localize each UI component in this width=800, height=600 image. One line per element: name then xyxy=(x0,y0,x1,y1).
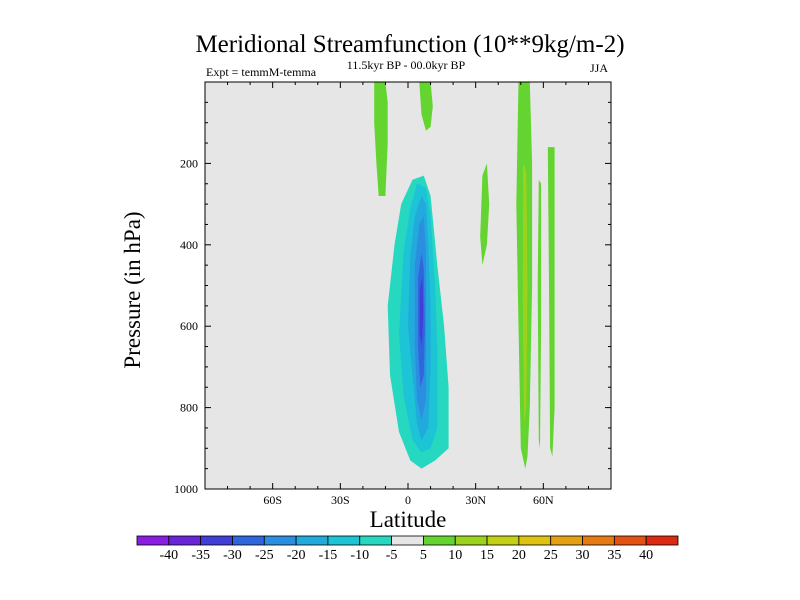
colorbar-label: 30 xyxy=(576,548,590,563)
colorbar-label: 10 xyxy=(448,548,462,563)
colorbar-label: -15 xyxy=(319,548,338,563)
region-nh-positive-strip-small-b xyxy=(419,82,433,131)
colorbar-swatch xyxy=(295,535,329,546)
colorbar-swatch xyxy=(168,535,202,546)
colorbar-label: 15 xyxy=(480,548,494,563)
region-sh-negative-thin-60S xyxy=(241,82,251,154)
colorbar-label: 35 xyxy=(607,548,621,563)
colorbar-swatch xyxy=(518,535,552,546)
colorbar-swatch xyxy=(582,535,615,546)
y-tick-label: 600 xyxy=(180,319,198,333)
colorbar-swatch xyxy=(263,535,297,546)
colorbar: -40 -35 -30 -25 -20 -15 -10 -5 5 10 15 20 25 30 35 40 xyxy=(136,535,679,563)
y-tick-label: 200 xyxy=(180,156,198,170)
colorbar-swatch xyxy=(327,535,361,546)
colorbar-swatch xyxy=(454,535,488,546)
colorbar-swatch xyxy=(136,535,170,546)
colorbar-swatch xyxy=(200,535,233,546)
colorbar-label: -30 xyxy=(223,548,242,563)
colorbar-swatch xyxy=(613,535,647,546)
y-tick-label: 800 xyxy=(180,401,198,415)
x-tick-label: 60S xyxy=(263,493,282,507)
colorbar-label: -10 xyxy=(350,548,369,563)
x-tick-label: 0 xyxy=(405,493,411,507)
colorbar-label: -40 xyxy=(159,548,178,563)
colorbar-swatch xyxy=(423,535,456,546)
colorbar-label: -20 xyxy=(287,548,306,563)
region-nh-positive-strip-55N-inner xyxy=(523,163,528,424)
colorbar-label: -25 xyxy=(255,548,274,563)
x-tick-label: 60N xyxy=(533,493,554,507)
x-axis-label: Latitude xyxy=(370,507,447,532)
y-tick-label: 1000 xyxy=(174,482,198,496)
colorbar-swatch xyxy=(486,535,520,546)
colorbar-swatch xyxy=(550,535,583,546)
region-nh-positive-strip-35N xyxy=(480,163,490,266)
region-sh-negative-blob-25S xyxy=(347,147,357,188)
y-tick-label: 400 xyxy=(180,238,198,252)
x-axis: 60S 30S 0 30N 60N xyxy=(204,82,612,507)
chart-subtitle-center: 11.5kyr BP - 00.0kyr BP xyxy=(347,58,466,72)
colorbar-swatch xyxy=(232,535,265,546)
colorbar-swatch xyxy=(645,535,679,546)
chart-title: Meridional Streamfunction (10**9kg/m-2) xyxy=(195,31,624,58)
chart-subtitle-right: JJA xyxy=(590,61,608,75)
colorbar-label: 40 xyxy=(639,548,653,563)
colorbar-label: 25 xyxy=(544,548,558,563)
region-tropical-cell-core xyxy=(419,277,424,347)
colorbar-label: -35 xyxy=(191,548,210,563)
x-tick-label: 30N xyxy=(465,493,486,507)
region-nh-positive-strip-small-a xyxy=(374,82,388,196)
chart-subtitle-left: Expt = temmM-temma xyxy=(206,65,317,79)
region-nh-positive-strip-63N xyxy=(547,147,555,457)
colorbar-label: 20 xyxy=(512,548,526,563)
y-axis-label: Pressure (in hPa) xyxy=(120,211,145,368)
colorbar-swatch xyxy=(391,535,424,546)
x-tick-label: 30S xyxy=(331,493,350,507)
y-axis: 200 400 600 800 1000 xyxy=(174,81,611,496)
region-nh-positive-strip-58N xyxy=(537,179,542,449)
colorbar-swatch xyxy=(359,535,392,546)
contour-regions xyxy=(241,82,555,485)
colorbar-label: -5 xyxy=(386,548,398,563)
colorbar-label: 5 xyxy=(420,548,427,563)
